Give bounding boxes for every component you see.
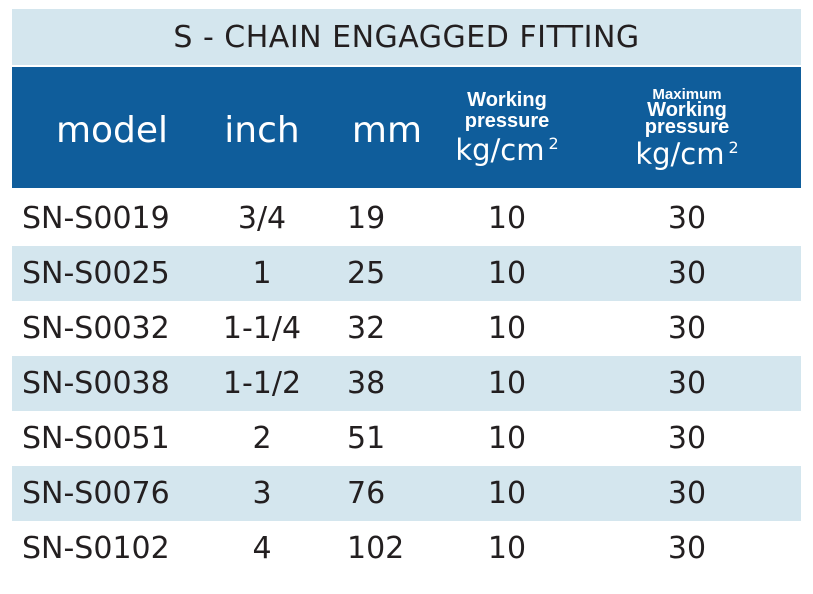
cell-max-working-pressure: 30 [667, 256, 707, 291]
header-max-working-pressure: Maximum Working pressure kg/cm 2 [622, 67, 752, 188]
header-mwp-line1: Maximum [652, 85, 722, 103]
table-row: SN-S0102 4 102 10 30 [12, 521, 801, 576]
cell-model: SN-S0038 [22, 366, 170, 401]
table-header: model inch mm Working pressure kg/cm 2 Ma… [12, 67, 801, 188]
table-row: SN-S0076 3 76 10 30 [12, 466, 801, 521]
header-mm: mm [332, 67, 442, 188]
cell-max-working-pressure: 30 [667, 311, 707, 346]
cell-model: SN-S0025 [22, 256, 170, 291]
cell-mm: 51 [347, 421, 386, 456]
cell-inch: 2 [252, 421, 272, 456]
table-row: SN-S0032 1-1/4 32 10 30 [12, 301, 801, 356]
header-mm-label: mm [351, 109, 423, 151]
header-inch: inch [202, 67, 322, 188]
header-inch-label: inch [224, 109, 300, 151]
table-row: SN-S0025 1 25 10 30 [12, 246, 801, 301]
header-wp-unit-text: kg/cm [455, 133, 545, 167]
cell-working-pressure: 10 [487, 311, 527, 346]
cell-inch: 3/4 [237, 201, 287, 236]
cell-working-pressure: 10 [487, 256, 527, 291]
table-title: S - CHAIN ENGAGGED FITTING [173, 19, 640, 55]
header-mwp-unit-sup: 2 [728, 137, 739, 157]
cell-working-pressure: 10 [487, 476, 527, 511]
cell-working-pressure: 10 [487, 366, 527, 401]
cell-model: SN-S0019 [22, 201, 170, 236]
table-row: SN-S0019 3/4 19 10 30 [12, 191, 801, 246]
cell-inch: 3 [252, 476, 272, 511]
header-wp-unit-sup: 2 [548, 134, 559, 154]
header-wp-unit: kg/cm 2 [455, 136, 558, 165]
cell-model: SN-S0032 [22, 311, 170, 346]
header-mwp-line2: Working [647, 98, 727, 121]
cell-max-working-pressure: 30 [667, 421, 707, 456]
cell-max-working-pressure: 30 [667, 201, 707, 236]
cell-inch: 1 [252, 256, 272, 291]
cell-max-working-pressure: 30 [667, 531, 707, 566]
header-wp-line1: Working [467, 89, 547, 111]
cell-mm: 25 [347, 256, 386, 291]
cell-mm: 38 [347, 366, 386, 401]
header-wp-line2: pressure [464, 110, 550, 132]
cell-max-working-pressure: 30 [667, 366, 707, 401]
cell-inch: 1-1/2 [222, 366, 302, 401]
cell-mm: 76 [347, 476, 386, 511]
cell-inch: 4 [252, 531, 272, 566]
cell-max-working-pressure: 30 [667, 476, 707, 511]
header-mwp-unit: kg/cm 2 [635, 136, 739, 171]
cell-inch: 1-1/4 [222, 311, 302, 346]
cell-model: SN-S0102 [22, 531, 170, 566]
table-row: SN-S0051 2 51 10 30 [12, 411, 801, 466]
header-mwp-unit-text: kg/cm [635, 136, 725, 171]
cell-working-pressure: 10 [487, 531, 527, 566]
cell-working-pressure: 10 [487, 421, 527, 456]
header-model-label: model [55, 109, 169, 151]
cell-mm: 32 [347, 311, 386, 346]
header-working-pressure: Working pressure kg/cm 2 [442, 67, 572, 188]
header-model: model [12, 67, 212, 188]
cell-working-pressure: 10 [487, 201, 527, 236]
header-mwp-line3: pressure [644, 115, 730, 138]
table-row: SN-S0038 1-1/2 38 10 30 [12, 356, 801, 411]
cell-model: SN-S0051 [22, 421, 170, 456]
table-title-bar: S - CHAIN ENGAGGED FITTING [12, 9, 801, 65]
cell-model: SN-S0076 [22, 476, 170, 511]
cell-mm: 102 [347, 531, 405, 566]
cell-mm: 19 [347, 201, 386, 236]
